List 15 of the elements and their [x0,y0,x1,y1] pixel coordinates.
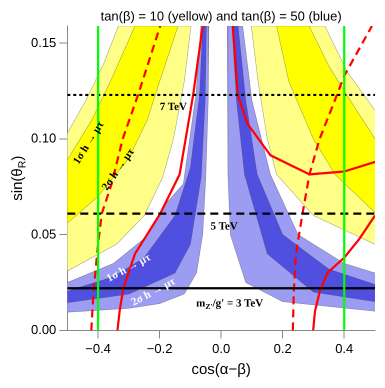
y-tick-label: 0.00 [30,322,56,337]
y-tick-label: 0.05 [30,226,56,242]
x-tick-label: 0.0 [212,340,230,356]
annotation: 5 TeV [210,220,238,233]
y-tick-label: 0.10 [30,130,56,146]
x-tick-label: 0.4 [335,340,354,356]
annotation: 7 TeV [160,101,188,114]
x-tick-label: −0.2 [146,340,172,356]
line-series [90,26,162,330]
x-axis-title: cos(α−β) [191,361,251,378]
chart-title: tan(β) = 10 (yellow) and tan(β) = 50 (blue) [100,8,342,24]
y-axis-title: sin(θR) [9,156,28,201]
x-tick-label: −0.4 [85,340,111,356]
x-tick-label: 0.2 [274,340,292,356]
y-tick-label: 0.15 [30,34,56,50]
